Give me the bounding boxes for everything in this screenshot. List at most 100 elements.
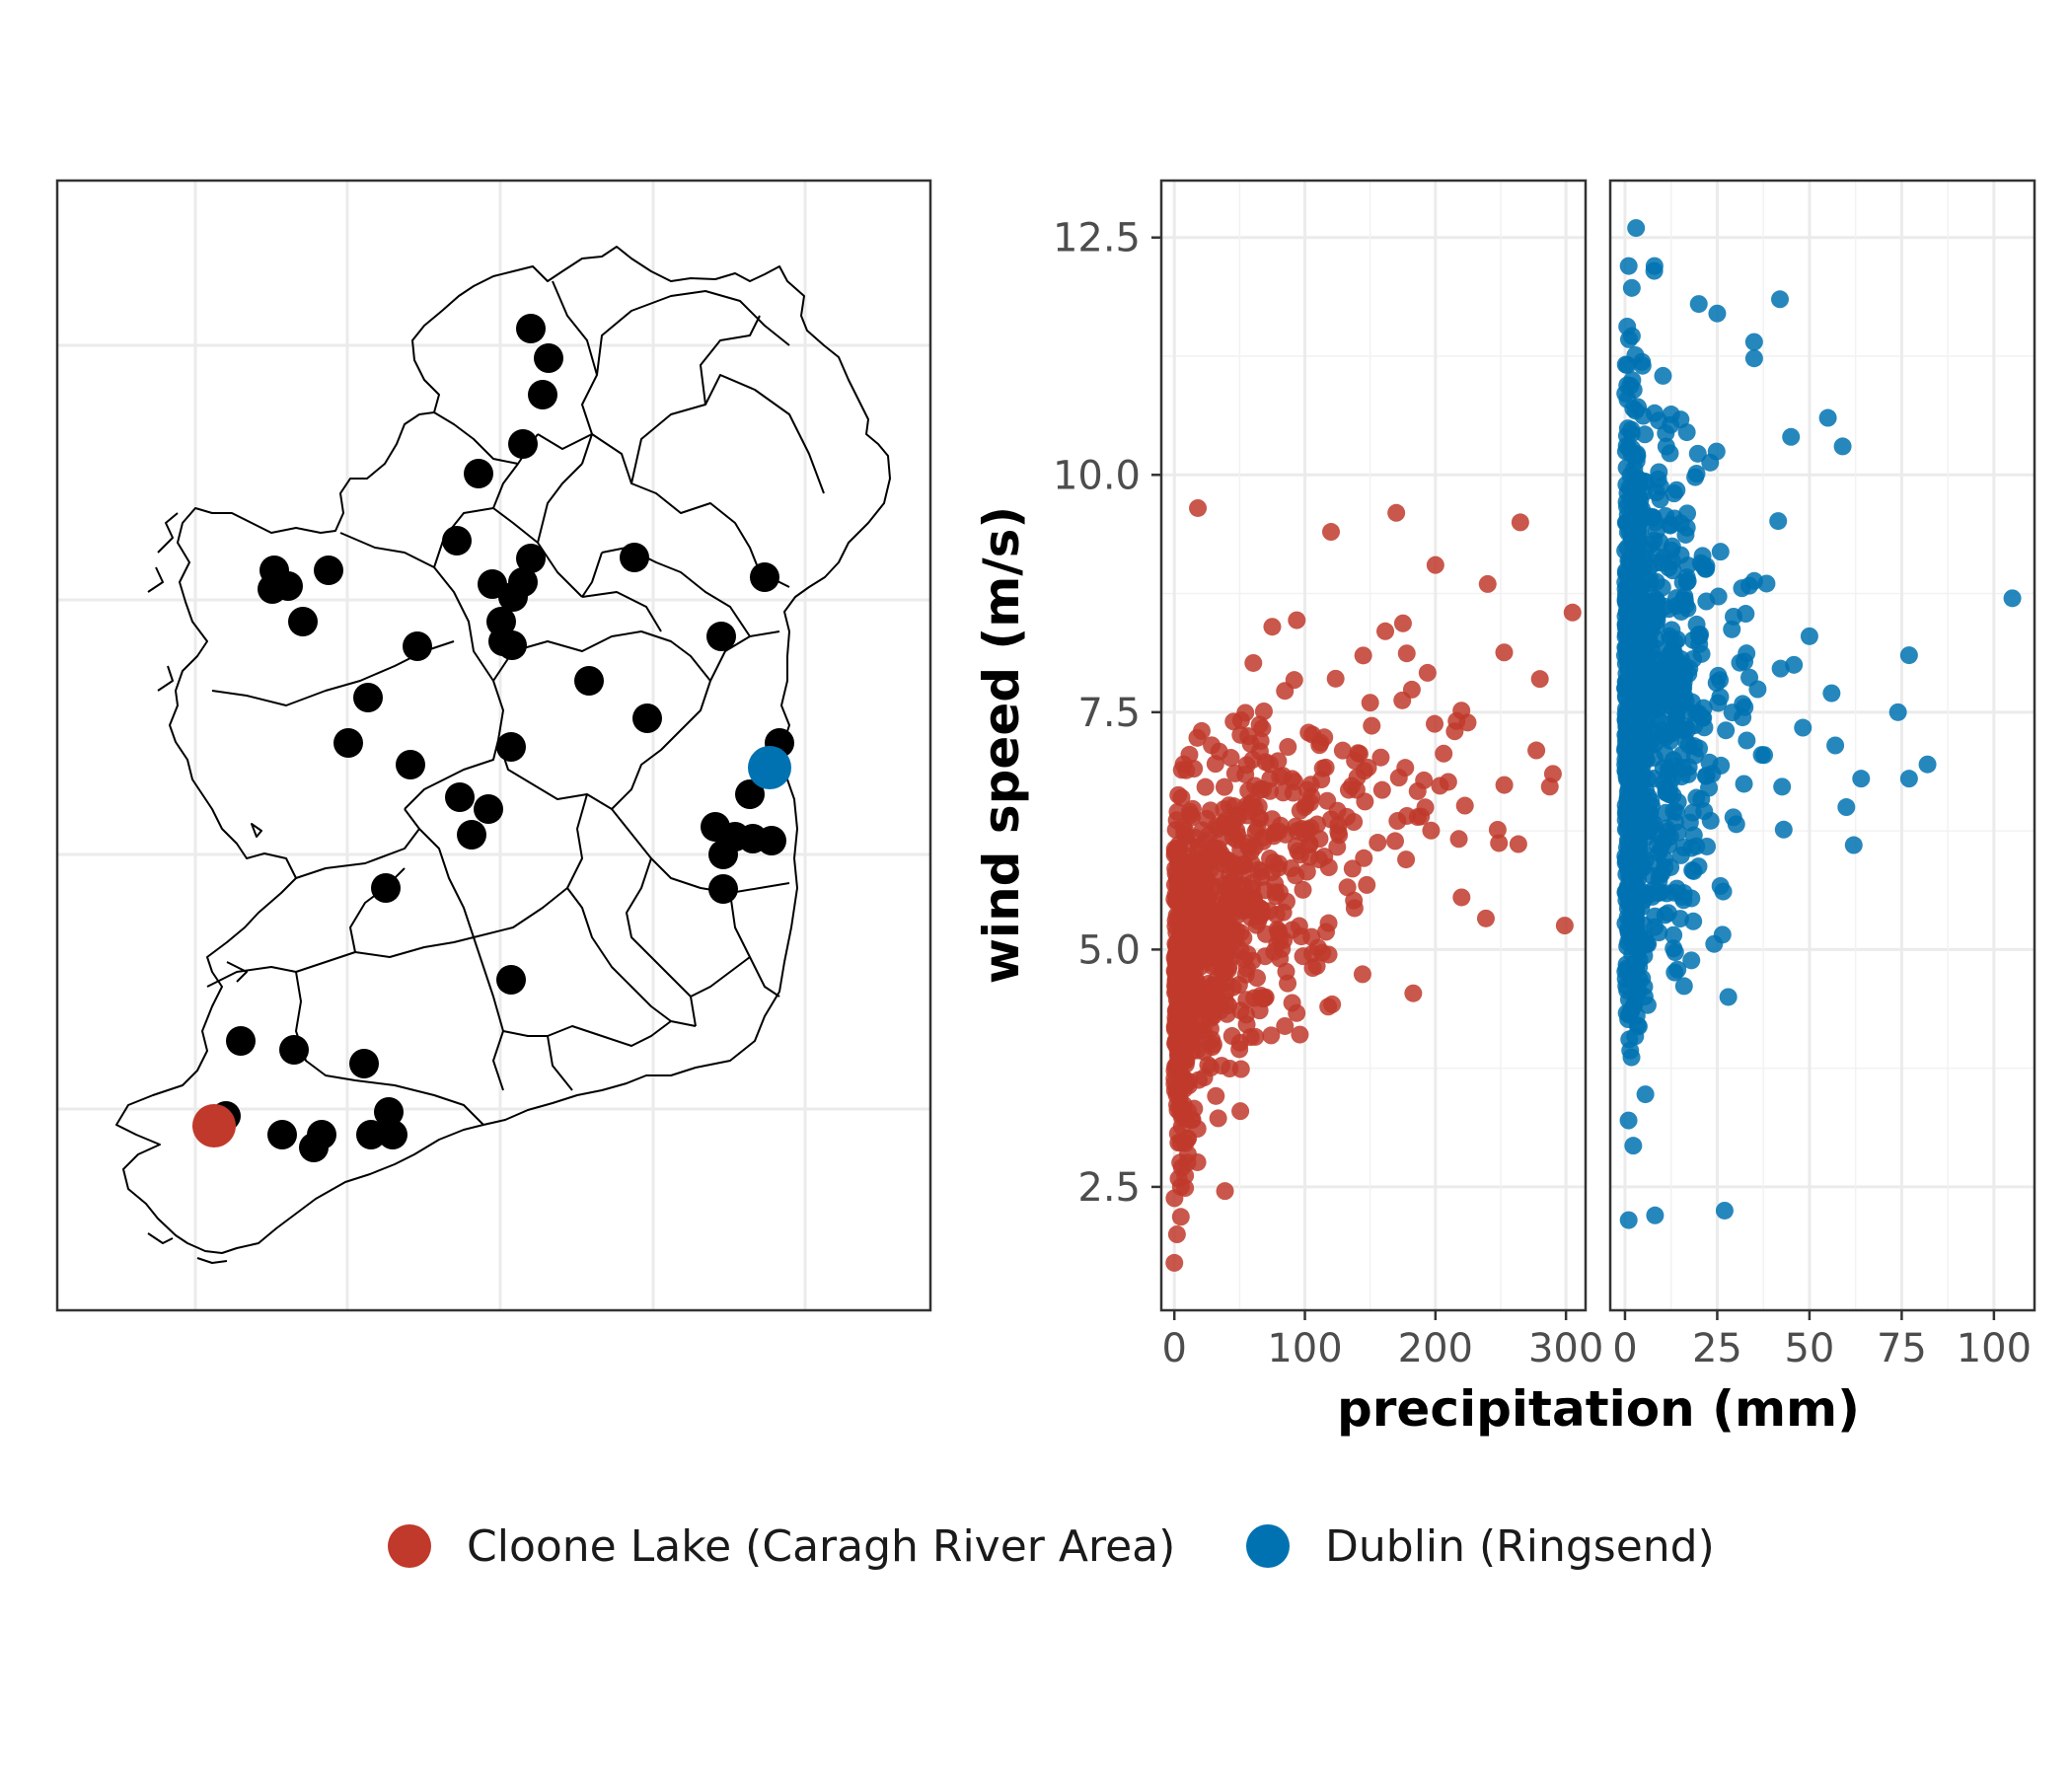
station-marker-34 [708,840,738,869]
dublin-point-326 [1717,721,1736,740]
cloone-point-677 [1291,846,1309,864]
map-panel [55,179,932,1312]
dublin-point-819 [1682,951,1701,970]
cloone-point-715 [1288,1003,1306,1022]
cloone-point-486 [1261,755,1280,774]
cloone-point-698 [1224,797,1243,816]
dublin-point-1097 [1899,646,1918,665]
cloone-point-864 [1189,498,1208,517]
station-marker-0 [516,314,546,343]
station-marker-29 [735,779,765,809]
cloone-point-636 [1210,742,1228,761]
cloone-point-875 [1478,574,1497,593]
station-marker-38 [457,820,486,850]
dublin-point-1085 [1771,290,1789,309]
cloone-point-682 [1188,728,1207,747]
cloone-point-645 [1354,646,1372,665]
legend-label-cloone: Cloone Lake (Caragh River Area) [467,1521,1175,1572]
cloone-point-740 [1363,716,1381,735]
cloone-point-862 [1171,1177,1190,1196]
dublin-point-1096 [1888,703,1907,721]
dublin-point-64 [1735,775,1753,793]
dublin-point-7 [1624,1137,1643,1155]
station-marker-35 [708,874,738,904]
cloone-point-463 [1527,741,1546,760]
cloone-point-515 [1253,719,1272,738]
cloone-point-595 [1246,1027,1265,1046]
cloone-point-19 [1171,1208,1190,1226]
cloone-point-30 [1476,909,1495,927]
dublin-point-752 [1678,720,1697,739]
cloone-point-844 [1303,959,1322,978]
dublin-point-1034 [1656,851,1674,869]
dublin-point-1102 [1619,1211,1638,1229]
cloone-point-690 [1393,614,1412,632]
cloone-point-798 [1356,792,1374,811]
dublin-point-1003 [1794,718,1813,737]
dublin-point-1080 [1627,219,1646,238]
dublin-point-885 [1648,611,1666,629]
station-marker-25 [574,666,604,696]
dublin-point-867 [1774,820,1793,839]
cloone-point-832 [1243,951,1262,970]
dublin-point-334 [1654,366,1672,385]
station-marker-46 [356,1120,386,1149]
cloone-point-492 [1269,925,1288,943]
dublin-point-1060 [1659,760,1677,778]
cloone-point-820 [1241,795,1260,814]
cloone-point-526 [1231,1102,1250,1121]
dublin-point-1103 [1719,988,1738,1006]
cloone-point-582 [1345,891,1364,910]
cloone-point-873 [1426,555,1444,574]
dublin-point-663 [1661,516,1679,535]
cloone-point-684 [1202,1059,1221,1077]
cloone-point-860 [1165,1253,1184,1272]
dublin-point-1081 [1619,257,1638,275]
dublin-x-tick-label: 25 [1692,1326,1742,1371]
dublin-point-377 [1621,1041,1640,1060]
dublin-point-1069 [1634,612,1653,630]
gridlines-cloone [1161,181,1586,1310]
cloone-point-644 [1217,818,1235,837]
cloone-point-749 [1215,777,1233,796]
y-tick-label: 12.5 [1053,216,1141,261]
dublin-point-503 [1707,442,1726,461]
dublin-point-376 [1670,910,1689,928]
cloone-point-533 [1393,691,1412,709]
station-marker-23 [750,562,779,592]
cloone-x-tick-label: 100 [1267,1326,1342,1371]
dublin-point-1052 [1622,814,1641,833]
cloone-point-497 [1488,820,1507,839]
cloone-point-710 [1276,1016,1295,1035]
cloone-point-802 [1294,880,1312,899]
dublin-point-1095 [1844,836,1863,854]
cloone-point-405 [1274,783,1293,802]
dublin-point-1075 [1647,629,1665,648]
dublin-point-1047 [1620,921,1639,939]
cloone-point-507 [1245,777,1264,795]
legend-key-cloone [388,1524,431,1568]
dublin-point-606 [1757,574,1776,593]
cloone-point-849 [1187,886,1206,905]
cloone-point-782 [1220,957,1238,976]
dublin-x-tick-label: 0 [1612,1326,1637,1371]
dublin-point-297 [1678,504,1697,523]
cloone-point-830 [1319,914,1338,932]
cloone-point-827 [1455,796,1474,815]
dublin-point-919 [1689,626,1708,644]
dublin-point-916 [1627,479,1646,497]
dublin-point-1073 [1633,969,1652,988]
cloone-point-48 [1372,780,1391,799]
dublin-point-1040 [1657,693,1675,711]
dublin-point-1101 [1715,1201,1734,1220]
dublin-point-1068 [1671,846,1690,864]
dublin-point-1062 [1624,851,1643,870]
dublin-point-601 [1738,731,1756,750]
dublin-point-1091 [1822,684,1841,703]
dublin-point-533 [1674,884,1693,903]
cloone-point-619 [1262,1026,1281,1045]
cloone-point-621 [1431,777,1449,795]
dublin-point-1079 [1625,657,1644,676]
cloone-x-tick-label: 200 [1398,1326,1473,1371]
